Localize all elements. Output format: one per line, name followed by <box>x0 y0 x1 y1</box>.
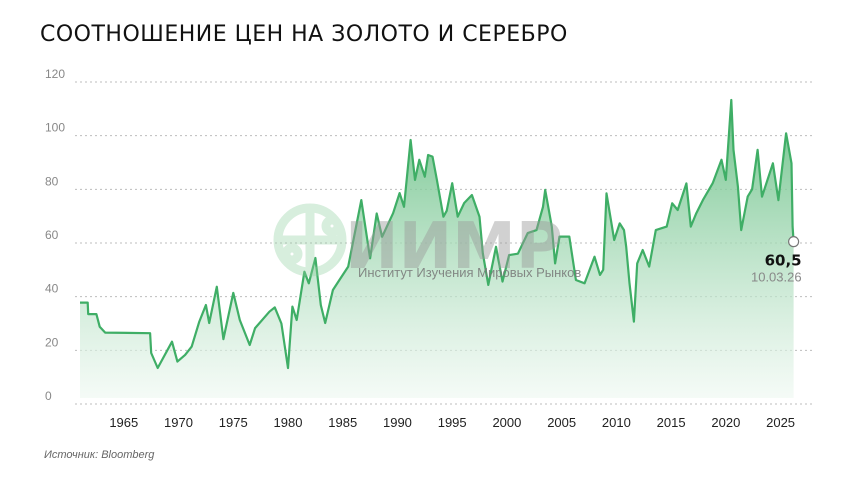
x-tick-label: 1995 <box>438 415 467 430</box>
x-tick-label: 1980 <box>274 415 303 430</box>
x-tick-label: 2000 <box>492 415 521 430</box>
area-fill <box>80 100 794 398</box>
watermark: ИИМР Институт Изучения Мировых Рынков <box>273 203 581 284</box>
x-tick-label: 2025 <box>766 415 795 430</box>
x-tick-label: 2015 <box>657 415 686 430</box>
x-tick-label: 1970 <box>164 415 193 430</box>
x-tick-label: 1990 <box>383 415 412 430</box>
x-axis-ticks: 1965 1970 1975 1980 1985 1990 1995 2000 2005 2010… <box>109 415 795 430</box>
watermark-logo: ИИМР <box>345 210 563 284</box>
last-value-label: 60,5 <box>765 252 802 270</box>
y-tick-label: 120 <box>45 67 65 81</box>
y-tick-label: 0 <box>45 389 52 403</box>
source-note: Источник: Bloomberg <box>44 449 155 461</box>
y-tick-label: 80 <box>45 174 59 188</box>
last-date-label: 10.03.26 <box>751 270 802 285</box>
x-tick-label: 1975 <box>219 415 248 430</box>
series-line <box>80 98 795 370</box>
y-tick-label: 20 <box>45 335 59 349</box>
y-tick-label: 40 <box>45 282 59 296</box>
x-tick-label: 2010 <box>602 415 631 430</box>
last-point-marker <box>788 236 800 248</box>
y-tick-label: 60 <box>45 228 59 242</box>
x-tick-label: 2005 <box>547 415 576 430</box>
x-tick-label: 1985 <box>328 415 357 430</box>
chart-title: Соотношение цен на золото и серебро <box>40 22 568 47</box>
x-tick-label: 1965 <box>109 415 138 430</box>
y-tick-label: 100 <box>45 121 65 135</box>
y-axis-ticks: 0 20 40 60 80 100 120 <box>45 67 65 403</box>
watermark-subtitle: Институт Изучения Мировых Рынков <box>358 265 581 280</box>
globe-logo-icon <box>273 203 347 277</box>
x-tick-label: 2020 <box>711 415 740 430</box>
